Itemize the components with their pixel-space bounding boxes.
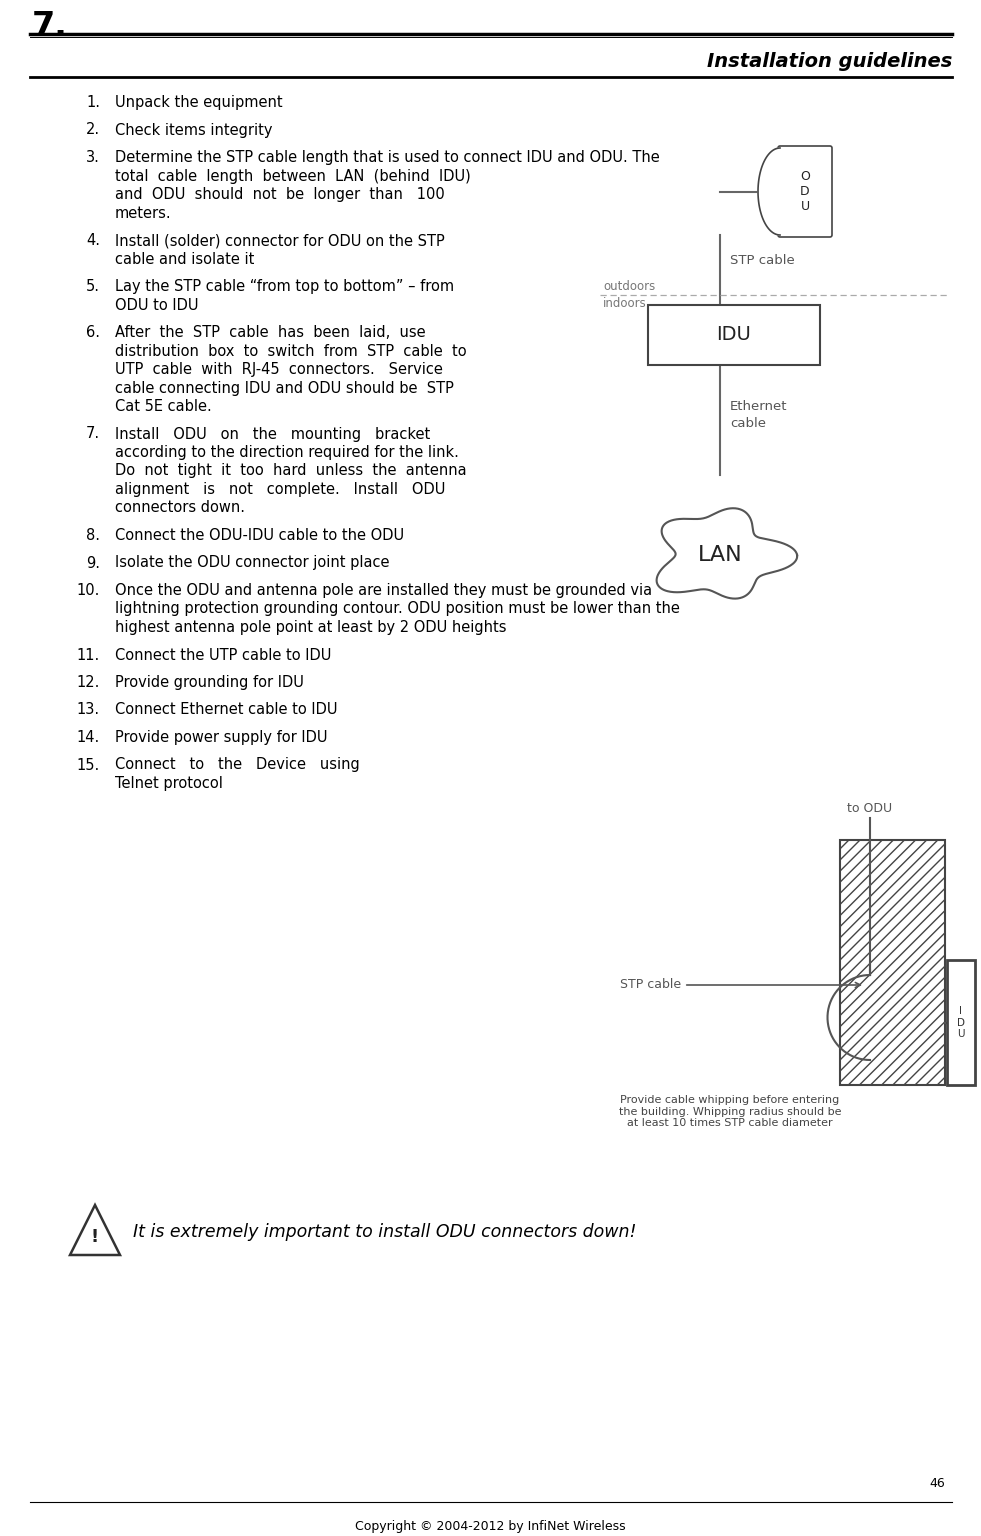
Text: I
D
U: I D U (957, 1006, 965, 1038)
Text: !: ! (91, 1229, 99, 1247)
Text: 7.: 7. (32, 11, 68, 43)
FancyBboxPatch shape (648, 306, 820, 366)
Text: LAN: LAN (697, 545, 743, 565)
Polygon shape (656, 508, 798, 599)
Text: outdoors: outdoors (603, 280, 655, 293)
Text: STP cable: STP cable (620, 978, 860, 992)
Text: 6.: 6. (86, 326, 100, 339)
Text: 13.: 13. (77, 702, 100, 717)
Text: Connect the UTP cable to IDU: Connect the UTP cable to IDU (115, 648, 332, 662)
FancyBboxPatch shape (778, 146, 832, 237)
Text: Connect the ODU-IDU cable to the ODU: Connect the ODU-IDU cable to the ODU (115, 528, 404, 544)
Text: Install   ODU   on   the   mounting   bracket: Install ODU on the mounting bracket (115, 427, 431, 441)
Text: distribution  box  to  switch  from  STP  cable  to: distribution box to switch from STP cabl… (115, 344, 467, 358)
Text: lightning protection grounding contour. ODU position must be lower than the: lightning protection grounding contour. … (115, 602, 680, 616)
Text: 46: 46 (929, 1478, 945, 1490)
Text: cable and isolate it: cable and isolate it (115, 252, 254, 267)
Text: It is extremely important to install ODU connectors down!: It is extremely important to install ODU… (133, 1223, 637, 1241)
Text: according to the direction required for the link.: according to the direction required for … (115, 445, 459, 459)
Text: highest antenna pole point at least by 2 ODU heights: highest antenna pole point at least by 2… (115, 621, 506, 634)
Text: Copyright © 2004-2012 by InfiNet Wireless: Copyright © 2004-2012 by InfiNet Wireles… (355, 1521, 625, 1533)
Text: ODU to IDU: ODU to IDU (115, 298, 198, 312)
Text: Installation guidelines: Installation guidelines (706, 52, 952, 71)
Text: 8.: 8. (86, 528, 100, 544)
Text: STP cable: STP cable (730, 253, 795, 267)
Text: 14.: 14. (77, 730, 100, 745)
Text: Provide grounding for IDU: Provide grounding for IDU (115, 674, 304, 690)
Text: After  the  STP  cable  has  been  laid,  use: After the STP cable has been laid, use (115, 326, 426, 339)
Text: UTP  cable  with  RJ-45  connectors.   Service: UTP cable with RJ-45 connectors. Service (115, 362, 442, 376)
Text: IDU: IDU (716, 326, 751, 344)
FancyBboxPatch shape (947, 960, 975, 1084)
Text: meters.: meters. (115, 206, 172, 221)
Text: Determine the STP cable length that is used to connect IDU and ODU. The: Determine the STP cable length that is u… (115, 151, 660, 164)
Text: Connect Ethernet cable to IDU: Connect Ethernet cable to IDU (115, 702, 337, 717)
Text: Telnet protocol: Telnet protocol (115, 776, 223, 791)
Text: Ethernet
cable: Ethernet cable (730, 399, 788, 430)
Text: 12.: 12. (77, 674, 100, 690)
Text: Do  not  tight  it  too  hard  unless  the  antenna: Do not tight it too hard unless the ante… (115, 464, 467, 479)
Text: 15.: 15. (77, 757, 100, 773)
Text: Check items integrity: Check items integrity (115, 123, 273, 138)
Text: 4.: 4. (86, 233, 100, 247)
Text: and  ODU  should  not  be  longer  than   100: and ODU should not be longer than 100 (115, 187, 444, 203)
Text: Lay the STP cable “from top to bottom” – from: Lay the STP cable “from top to bottom” –… (115, 280, 454, 293)
Text: 7.: 7. (86, 427, 100, 441)
Text: alignment   is   not   complete.   Install   ODU: alignment is not complete. Install ODU (115, 482, 445, 498)
Text: 5.: 5. (86, 280, 100, 293)
Text: O
D
U: O D U (800, 170, 810, 214)
FancyBboxPatch shape (840, 840, 945, 1084)
Polygon shape (70, 1206, 120, 1255)
Text: to ODU: to ODU (848, 802, 893, 816)
Text: 9.: 9. (86, 556, 100, 570)
Text: Provide cable whipping before entering
the building. Whipping radius should be
a: Provide cable whipping before entering t… (619, 1095, 842, 1129)
Text: Cat 5E cable.: Cat 5E cable. (115, 399, 212, 415)
Text: 10.: 10. (77, 584, 100, 598)
Text: 3.: 3. (86, 151, 100, 164)
Text: connectors down.: connectors down. (115, 501, 245, 516)
Text: 2.: 2. (86, 123, 100, 138)
Text: indoors: indoors (603, 296, 646, 310)
Polygon shape (758, 147, 780, 235)
Text: Once the ODU and antenna pole are installed they must be grounded via: Once the ODU and antenna pole are instal… (115, 584, 652, 598)
Text: cable connecting IDU and ODU should be  STP: cable connecting IDU and ODU should be S… (115, 381, 454, 395)
Text: total  cable  length  between  LAN  (behind  IDU): total cable length between LAN (behind I… (115, 169, 471, 183)
Text: 1.: 1. (86, 95, 100, 111)
Text: Unpack the equipment: Unpack the equipment (115, 95, 283, 111)
Text: Install (solder) connector for ODU on the STP: Install (solder) connector for ODU on th… (115, 233, 444, 247)
Text: Isolate the ODU connector joint place: Isolate the ODU connector joint place (115, 556, 389, 570)
Text: 11.: 11. (77, 648, 100, 662)
Text: Connect   to   the   Device   using: Connect to the Device using (115, 757, 360, 773)
Text: Provide power supply for IDU: Provide power supply for IDU (115, 730, 328, 745)
